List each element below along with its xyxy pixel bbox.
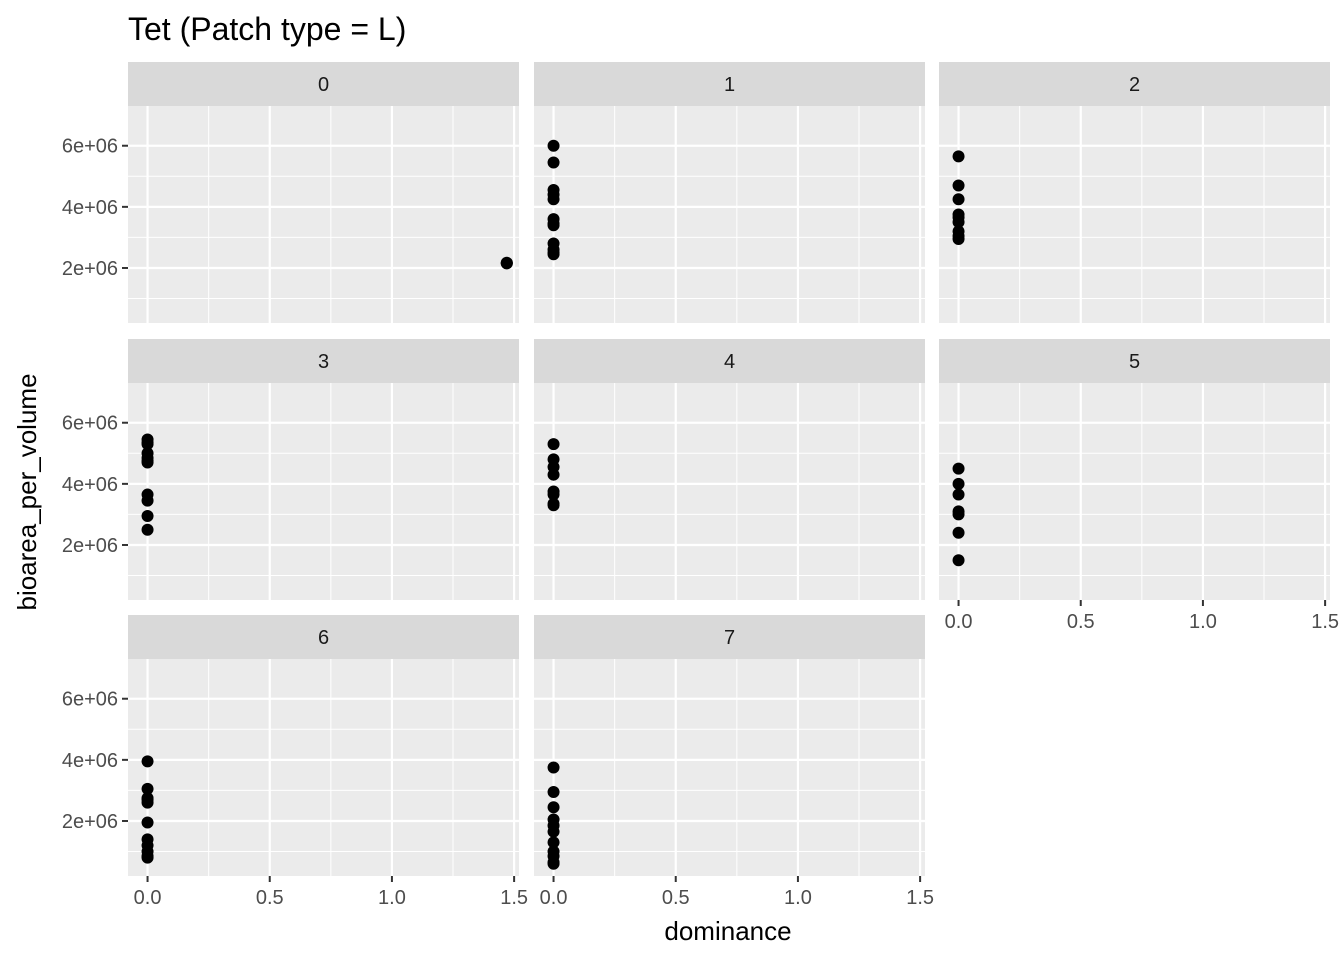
facet-strip-label: 3 — [318, 351, 329, 373]
panel-background — [128, 106, 519, 323]
data-point — [141, 494, 154, 507]
data-point — [952, 232, 965, 245]
facet-strip-label: 5 — [1129, 351, 1140, 373]
x-tick-label: 1.5 — [1311, 611, 1339, 633]
panel-background — [128, 383, 519, 600]
data-point — [547, 785, 560, 798]
facet-strip-label: 7 — [724, 627, 735, 649]
facet-panel-1: 1 — [534, 62, 925, 323]
data-point — [952, 193, 965, 206]
data-point — [952, 150, 965, 163]
facet-panel-6: 6 2e+06 4e+06 6e+06 0.0 0.5 1.0 1.5 — [62, 615, 528, 909]
facet-strip-label: 6 — [318, 627, 329, 649]
panel-background — [534, 383, 925, 600]
data-point — [547, 468, 560, 481]
data-point — [952, 526, 965, 539]
data-point — [141, 454, 154, 467]
facet-strip — [128, 62, 519, 106]
data-point — [547, 193, 560, 206]
data-point — [141, 523, 154, 536]
x-tick-label: 0.5 — [256, 887, 284, 909]
panels-layer: 0 2e+06 4e+06 6e+06 1 2 3 2e+06 4e+06 6e+06 4 5 0.0 0… — [62, 62, 1339, 909]
facet-strip-label: 2 — [1129, 74, 1140, 96]
data-point — [547, 219, 560, 232]
y-tick-label: 6e+06 — [62, 136, 118, 158]
x-tick-label: 1.5 — [500, 887, 528, 909]
data-point — [952, 477, 965, 490]
x-tick-label: 0.0 — [540, 887, 568, 909]
data-point — [952, 554, 965, 567]
y-tick-label: 4e+06 — [62, 474, 118, 496]
facet-panel-7: 7 0.0 0.5 1.0 1.5 — [534, 615, 934, 909]
y-axis-label: bioarea_per_volume — [12, 373, 42, 610]
panel-background — [939, 383, 1330, 600]
chart-title: Tet (Patch type = L) — [128, 11, 406, 47]
facet-strip — [128, 615, 519, 659]
y-tick-label: 6e+06 — [62, 689, 118, 711]
facet-strip — [534, 62, 925, 106]
data-point — [952, 179, 965, 192]
facet-panel-5: 5 0.0 0.5 1.0 1.5 — [939, 339, 1339, 633]
data-point — [141, 793, 154, 806]
y-tick-label: 2e+06 — [62, 258, 118, 280]
facet-panel-2: 2 — [939, 62, 1330, 323]
facet-strip — [128, 339, 519, 383]
y-tick-label: 2e+06 — [62, 535, 118, 557]
x-tick-label: 1.0 — [378, 887, 406, 909]
data-point — [547, 801, 560, 814]
data-point — [547, 499, 560, 512]
x-tick-label: 1.5 — [906, 887, 934, 909]
data-point — [547, 761, 560, 774]
facet-panel-4: 4 — [534, 339, 925, 600]
facet-panel-0: 0 2e+06 4e+06 6e+06 — [62, 62, 519, 323]
data-point — [141, 851, 154, 864]
data-point — [547, 857, 560, 870]
data-point — [141, 755, 154, 768]
data-point — [547, 156, 560, 169]
data-point — [952, 462, 965, 475]
data-point — [141, 438, 154, 451]
x-tick-label: 0.5 — [662, 887, 690, 909]
data-point — [547, 248, 560, 261]
facet-strip-label: 0 — [318, 74, 329, 96]
panel-background — [939, 106, 1330, 323]
data-point — [500, 257, 513, 270]
data-point — [952, 488, 965, 501]
data-point — [141, 782, 154, 795]
y-tick-label: 6e+06 — [62, 413, 118, 435]
x-tick-label: 0.0 — [945, 611, 973, 633]
data-point — [141, 509, 154, 522]
data-point — [547, 825, 560, 838]
data-point — [547, 488, 560, 501]
facet-panel-3: 3 2e+06 4e+06 6e+06 — [62, 339, 519, 600]
y-tick-label: 2e+06 — [62, 811, 118, 833]
x-tick-label: 1.0 — [1189, 611, 1217, 633]
data-point — [952, 508, 965, 521]
data-point — [952, 216, 965, 229]
panel-background — [128, 659, 519, 876]
x-axis-label: dominance — [664, 916, 791, 946]
data-point — [141, 816, 154, 829]
panel-background — [534, 106, 925, 323]
y-tick-label: 4e+06 — [62, 750, 118, 772]
y-tick-label: 4e+06 — [62, 197, 118, 219]
panel-background — [534, 659, 925, 876]
x-tick-label: 0.5 — [1067, 611, 1095, 633]
facet-strip — [534, 339, 925, 383]
data-point — [547, 836, 560, 849]
facet-strip — [939, 339, 1330, 383]
x-tick-label: 0.0 — [134, 887, 162, 909]
facet-strip-label: 1 — [724, 74, 735, 96]
data-point — [547, 438, 560, 451]
facet-strip — [534, 615, 925, 659]
data-point — [547, 139, 560, 152]
x-tick-label: 1.0 — [784, 887, 812, 909]
facet-strip-label: 4 — [724, 351, 735, 373]
facet-strip — [939, 62, 1330, 106]
